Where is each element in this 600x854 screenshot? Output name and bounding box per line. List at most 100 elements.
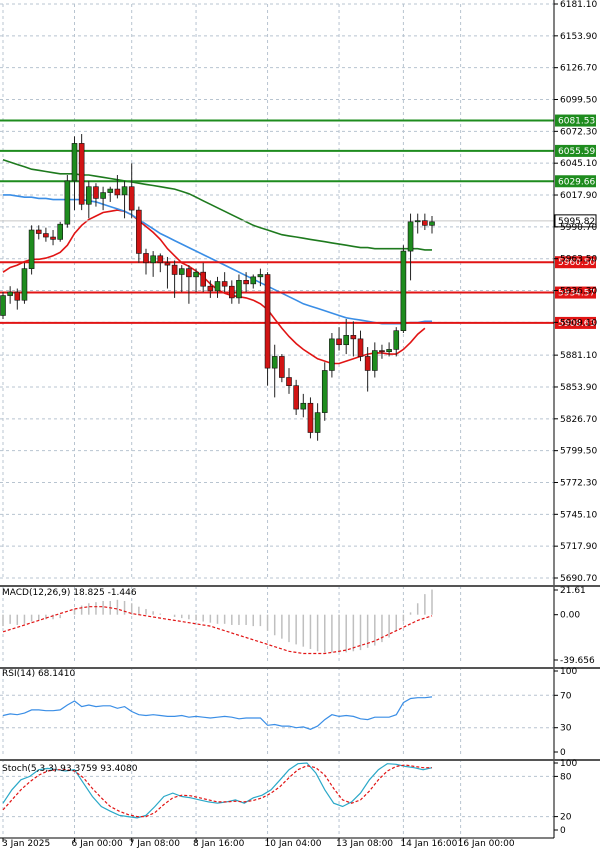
stoch-tick-label: 100 [560,759,577,769]
candle-body [14,291,21,301]
horizontal-levels: 6081.53 6055.59 6029.66 5960.50 5934.57 5908.… [0,114,597,329]
candle-body [164,262,171,266]
candle-body [50,236,56,240]
time-tick-label: 10 Jan 04:00 [265,839,322,849]
price-tick-label: 5772.30 [560,478,597,488]
candle-body [143,253,149,264]
level-tag [555,175,596,188]
macd-signal-line [2,606,433,655]
candle-body [336,338,342,346]
time-tick-label: 7 Jan 08:00 [129,839,181,849]
candle-body [393,330,400,350]
candle-body [221,281,228,287]
candle-body [386,349,392,353]
price-tick-label: 5826.70 [560,415,597,425]
rsi-tick-label: 30 [560,724,572,734]
candle-body [307,402,314,433]
candle-body [350,335,357,340]
level-tag [555,256,596,269]
time-tick-label: 13 Jan 08:00 [336,839,393,849]
price-tick-label: 6181.10 [560,0,597,10]
candle-body [71,143,78,182]
price-tick-label: 5717.90 [560,542,597,552]
stoch-k-line [2,762,433,819]
candle-body [178,268,185,275]
candle-body [250,276,257,285]
price-tick-label: 5881.10 [560,351,597,361]
time-tick-label: 14 Jan 16:00 [400,839,457,849]
candle-body [128,186,135,211]
moving-average-line [2,209,426,365]
candle-body [171,264,178,275]
macd-tick-label: 0.00 [560,611,580,621]
rsi-tick-label: 100 [560,667,577,677]
candle-body [157,255,164,264]
stoch-d-line [2,764,432,818]
candle-body [293,385,299,410]
candle-body [193,271,199,278]
stoch-tick-label: 20 [560,813,572,823]
price-tick-label: 6045.10 [560,159,597,169]
price-tick-label: 5745.10 [560,510,597,520]
candle-body [78,143,85,205]
time-tick-label: 6 Jan 00:00 [72,839,124,849]
candle-body [207,285,214,292]
level-label: 5960.50 [558,258,595,268]
price-tick-label: 5690.70 [560,574,597,584]
level-tag [555,286,596,299]
rsi-line [2,696,433,730]
price-tick-label: 5936.30 [560,287,597,297]
level-label: 5934.57 [558,289,595,299]
rsi-label: RSI(14) 68.1410 [2,669,75,679]
candle-body [86,186,92,205]
candle-body [286,377,292,386]
level-tag [555,316,596,329]
candle-body [429,221,435,226]
current-price-label: 5995.82 [558,217,595,227]
rsi-tick-label: 0 [560,748,566,758]
candle-body [329,338,335,371]
level-tag [555,114,596,127]
price-tick-label: 5909.10 [560,318,597,328]
macd-tick-label: 21.61 [560,586,586,596]
candle-body [35,229,42,234]
price-tick-label: 5853.90 [560,383,597,393]
candle-body [414,220,421,223]
level-label: 6055.59 [558,147,595,157]
candle-body [264,274,271,369]
candle-body [257,274,264,278]
candle-body [150,255,156,264]
candle-body [400,250,407,331]
indicators: MACD(12,26,9) 18.825 -1.446 RSI(14) 68.14… [2,588,433,819]
price-tick-label: 5990.70 [560,223,597,233]
candle-body [93,186,99,199]
stoch-tick-label: 80 [560,772,572,782]
candle-body [314,412,321,433]
candle-body [229,285,235,299]
macd-tick-label: -39.656 [560,656,595,666]
candle-body [0,295,6,316]
candle-body [107,188,114,193]
candle-body [243,280,249,285]
candle-body [321,370,328,413]
candle-body [422,220,428,226]
candle-body [300,402,307,410]
rsi-tick-label: 70 [560,691,572,701]
candle-body [21,268,28,301]
candle-body [100,192,106,199]
time-tick-label: 8 Jan 16:00 [193,839,245,849]
level-label: 6029.66 [558,177,595,187]
stoch-tick-label: 0 [560,826,566,836]
price-tick-label: 6126.70 [560,64,597,74]
candle-body [64,180,71,225]
candles [0,134,435,441]
candle-body [407,221,414,252]
candle-body [271,356,278,369]
price-tick-label: 5963.50 [560,255,597,265]
candle-body [114,188,121,196]
candle-body [186,268,192,278]
candle-body [364,356,371,371]
candle-body [357,338,364,357]
